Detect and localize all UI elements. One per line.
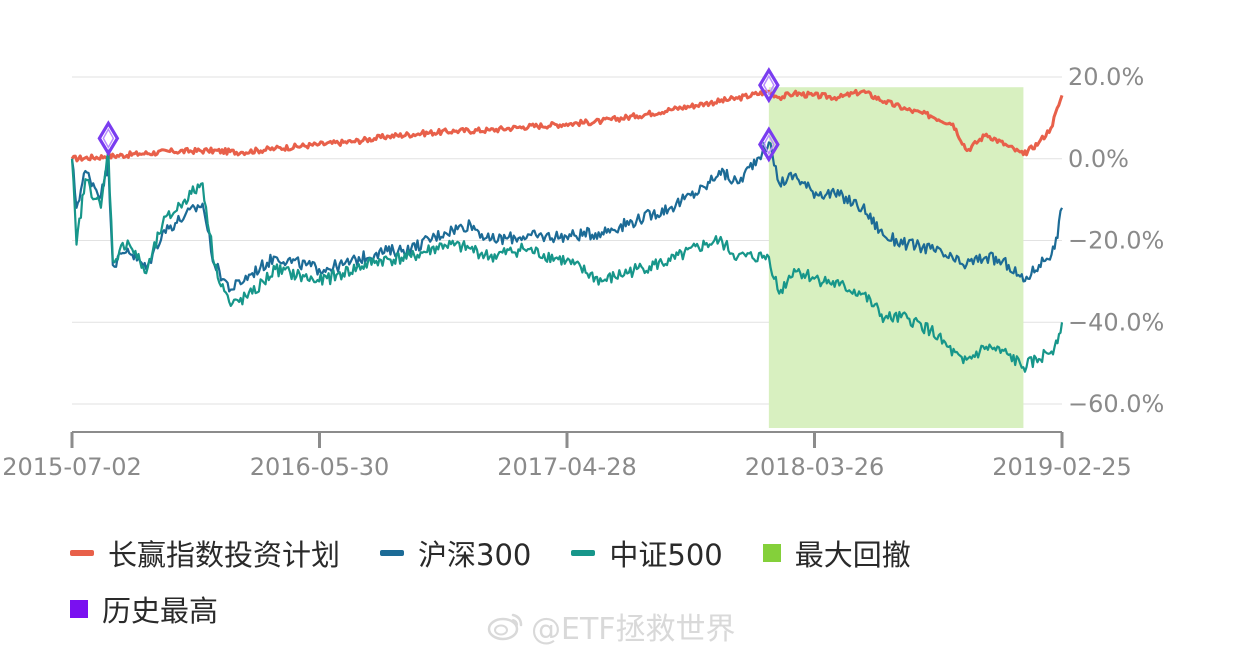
watermark: @ETF拯救世界 (485, 604, 736, 648)
peak-marker (97, 120, 120, 157)
legend-swatch-hs300 (380, 550, 405, 556)
series-line-0 (70, 88, 1064, 163)
x-tick-label: 2016-05-30 (250, 453, 389, 481)
peak-markers (97, 67, 780, 163)
weibo-icon (487, 613, 523, 641)
y-tick-label: 20.0% (1068, 63, 1144, 91)
legend-label-zz500: 中证500 (609, 538, 723, 572)
legend-item-zz500: 中证500 (571, 532, 723, 574)
legend-swatch-drawdown (762, 544, 781, 562)
x-axis: 2015-07-02 2016-05-30 2017-04-28 2018-03-26… (2, 431, 1132, 481)
peak-marker-inner (763, 74, 775, 96)
x-tick-label: 2019-02-25 (992, 453, 1131, 481)
legend-label-changying: 长赢指数投资计划 (108, 538, 341, 572)
legend-swatch-changying (70, 550, 94, 556)
x-tick-label: 2017-04-28 (497, 453, 636, 481)
peak-marker (757, 126, 780, 163)
legend-item-peak: 历史最高 (70, 588, 218, 630)
legend-item-changying: 长赢指数投资计划 (70, 532, 340, 574)
legend-label-peak: 历史最高 (102, 594, 219, 628)
y-tick-label: 0.0% (1068, 145, 1129, 173)
legend-swatch-peak (70, 600, 88, 618)
series-lines (70, 88, 1064, 373)
legend-label-drawdown: 最大回撤 (794, 538, 911, 572)
legend-swatch-zz500 (571, 550, 596, 556)
legend-item-drawdown: 最大回撤 (762, 532, 911, 574)
peak-marker-inner (763, 133, 775, 155)
legend-item-hs300: 沪深300 (380, 532, 531, 574)
legend-label-hs300: 沪深300 (418, 538, 532, 572)
y-tick-label: −60.0% (1068, 390, 1164, 418)
legend-row-1: 长赢指数投资计划 沪深300 中证500 最大回撤 (70, 525, 1190, 581)
peak-marker (757, 67, 780, 104)
legend-row-2: 历史最高 (70, 581, 1190, 637)
legend: 长赢指数投资计划 沪深300 中证500 最大回撤 历史最高 (70, 525, 1190, 637)
x-tick-label: 2015-07-02 (2, 453, 141, 481)
series-line-1 (70, 141, 1063, 293)
series-line-2 (70, 149, 1064, 373)
x-tick-label: 2018-03-26 (745, 453, 884, 481)
peak-marker-inner (102, 127, 115, 149)
watermark-text: @ETF拯救世界 (531, 612, 736, 647)
y-tick-label: −20.0% (1068, 227, 1164, 255)
y-tick-label: −40.0% (1068, 308, 1164, 336)
